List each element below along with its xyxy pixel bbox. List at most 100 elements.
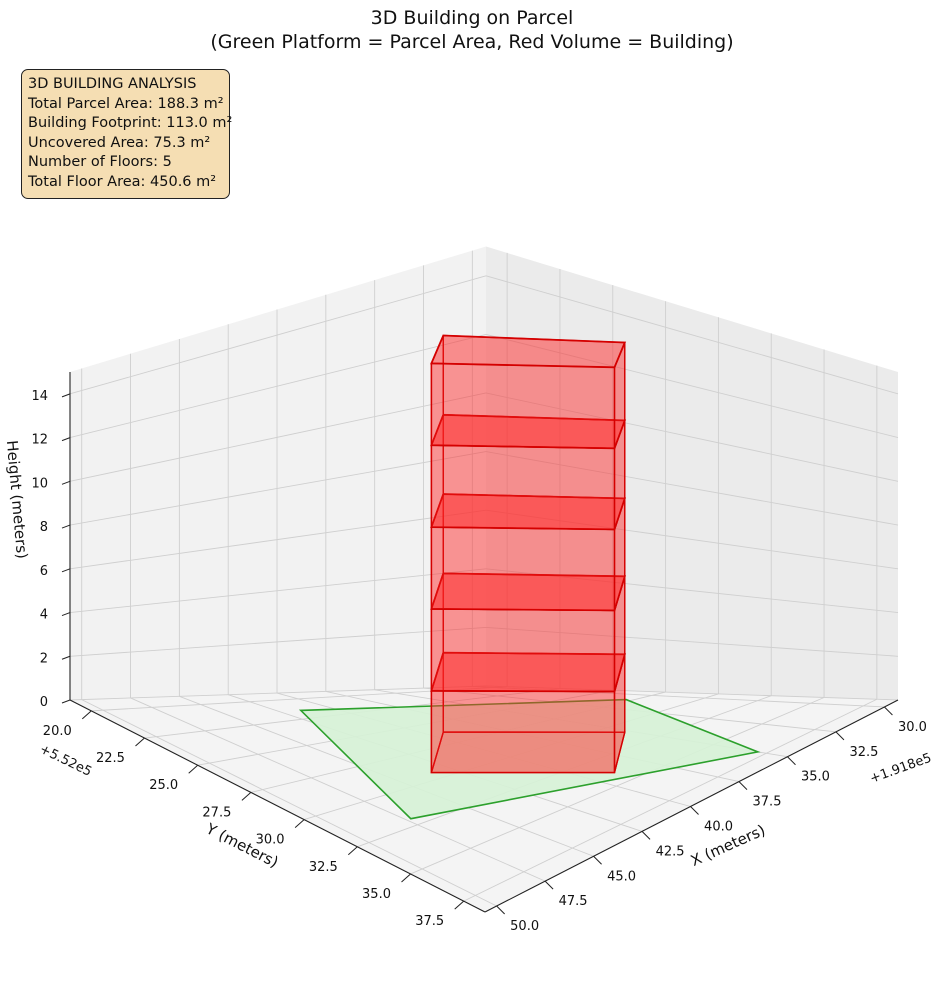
- grid-line-y-floor: [81, 699, 497, 907]
- floor-top-face: [430, 334, 627, 369]
- chart-title: 3D Building on Parcel: [370, 7, 574, 29]
- z-tick-label: 2: [40, 651, 48, 666]
- z-tick-mark: [61, 612, 71, 617]
- x-tick-mark: [294, 819, 305, 828]
- plot-shapes: [298, 334, 761, 820]
- y-tick-label: 35.0: [801, 770, 830, 785]
- z-tick-label: 6: [40, 564, 48, 579]
- z-tick-mark: [61, 699, 71, 704]
- grid-line-z-left: [69, 392, 487, 482]
- y-tick-label: 32.5: [849, 745, 878, 760]
- x-tick-label: 30.0: [256, 833, 285, 848]
- z-tick-label: 0: [40, 695, 48, 710]
- grid-line-z-left: [69, 685, 487, 701]
- x-tick-mark: [454, 900, 465, 910]
- x-tick-mark: [347, 846, 358, 856]
- z-tick-mark: [61, 393, 71, 398]
- z-tick-label: 10: [31, 476, 48, 491]
- y-offset-label: +5.52e5: [37, 742, 94, 780]
- y-tick-mark: [496, 905, 505, 915]
- y-tick-mark: [835, 731, 845, 741]
- y-tick-label: 30.0: [898, 720, 927, 735]
- y-tick-mark: [641, 831, 651, 840]
- y-tick-label: 50.0: [510, 919, 539, 934]
- y-axis-line: [69, 699, 486, 913]
- z-tick-mark: [61, 480, 71, 485]
- tick-marks: 20.0 22.5 25.0 27.5 30.0 32.5 35.0 37.5 30.0 32.5…: [31, 389, 926, 934]
- grid-line-z-right: [485, 685, 899, 701]
- y-tick-mark: [544, 880, 554, 890]
- y-tick-mark: [690, 806, 699, 815]
- x-tick-label: 25.0: [149, 778, 178, 793]
- grid-line-y-floor: [472, 686, 885, 708]
- floor-2: [430, 572, 627, 693]
- grid-line-z-right: [485, 333, 899, 439]
- z-tick-label: 12: [31, 433, 48, 448]
- parcel-platform: [298, 698, 761, 820]
- grid-line-x-floor: [410, 697, 825, 875]
- grid-line-z-right: [485, 392, 899, 482]
- stats-number-of-floors: Number of Floors: 5: [28, 154, 172, 171]
- stats-heading: 3D BUILDING ANALYSIS: [28, 76, 197, 92]
- y-tick-label: 47.5: [559, 894, 588, 909]
- x-axis-line: [484, 699, 899, 913]
- stats-parcel-area: Total Parcel Area: 188.3 m²: [28, 95, 224, 112]
- floor-side-face: [430, 690, 616, 774]
- grid-line-z-right: [485, 568, 899, 613]
- z-tick-mark: [61, 655, 71, 660]
- axis-lines: [69, 372, 899, 913]
- x-tick-label: 32.5: [309, 860, 338, 875]
- stats-total-floor-area: Total Floor Area: 450.6 m²: [28, 173, 217, 190]
- z-tick-label: 4: [40, 608, 48, 623]
- y-tick-label: 42.5: [656, 844, 685, 859]
- stats-box: 3D BUILDING ANALYSIS Total Parcel Area: …: [21, 69, 233, 199]
- grid-line-y-floor: [130, 697, 546, 882]
- grid-line-z-left: [69, 626, 487, 657]
- y-tick-label: 45.0: [607, 869, 636, 884]
- z-tick-mark: [61, 568, 71, 573]
- stats-building-footprint: Building Footprint: 113.0 m²: [28, 115, 233, 132]
- floor-side-face: [430, 444, 616, 531]
- y-tick-mark: [884, 706, 893, 716]
- grid-line-z-right: [485, 275, 899, 395]
- chart-subtitle: (Green Platform = Parcel Area, Red Volum…: [210, 31, 734, 53]
- x-tick-mark: [401, 873, 411, 883]
- stats-uncovered-area: Uncovered Area: 75.3 m²: [28, 134, 211, 151]
- x-tick-label: 37.5: [415, 914, 444, 929]
- grid-line-z-left: [69, 509, 487, 570]
- z-tick-mark: [61, 437, 71, 442]
- z-tick-label: 14: [31, 389, 48, 404]
- floor-1: [430, 651, 626, 774]
- floor-side-face: [430, 526, 616, 612]
- grid-line-z-right: [485, 626, 899, 657]
- x-tick-mark: [188, 764, 199, 774]
- x-tick-label: 35.0: [362, 887, 391, 902]
- x-tick-label: 22.5: [96, 751, 125, 766]
- y-tick-mark: [787, 756, 796, 766]
- x-tick-mark: [135, 737, 145, 747]
- y-tick-label: 37.5: [753, 795, 782, 810]
- grid-line-x-floor: [463, 698, 878, 902]
- grid-line-z-left: [69, 451, 487, 526]
- floor-4: [430, 413, 627, 531]
- x-tick-label: 20.0: [43, 724, 72, 739]
- floor-3: [430, 493, 627, 612]
- z-tick-mark: [61, 524, 71, 529]
- y-tick-label: 40.0: [704, 819, 733, 834]
- x-tick-label: 27.5: [202, 805, 231, 820]
- z-tick-label: 8: [40, 520, 48, 535]
- x-tick-mark: [81, 710, 92, 720]
- grid-line-z-right: [485, 451, 899, 526]
- y-tick-mark: [593, 855, 602, 865]
- grid-line-z-left: [69, 275, 487, 395]
- grid-line-z-left: [69, 568, 487, 613]
- grid-line-z-left: [69, 333, 487, 439]
- x-tick-mark: [241, 792, 252, 801]
- y-tick-mark: [738, 781, 748, 790]
- floor-5: [430, 334, 627, 450]
- z-axis-label: Height (meters): [3, 440, 31, 560]
- floor-side-face: [430, 362, 616, 450]
- floor-side-face: [430, 608, 616, 693]
- grid-line-z-right: [485, 509, 899, 570]
